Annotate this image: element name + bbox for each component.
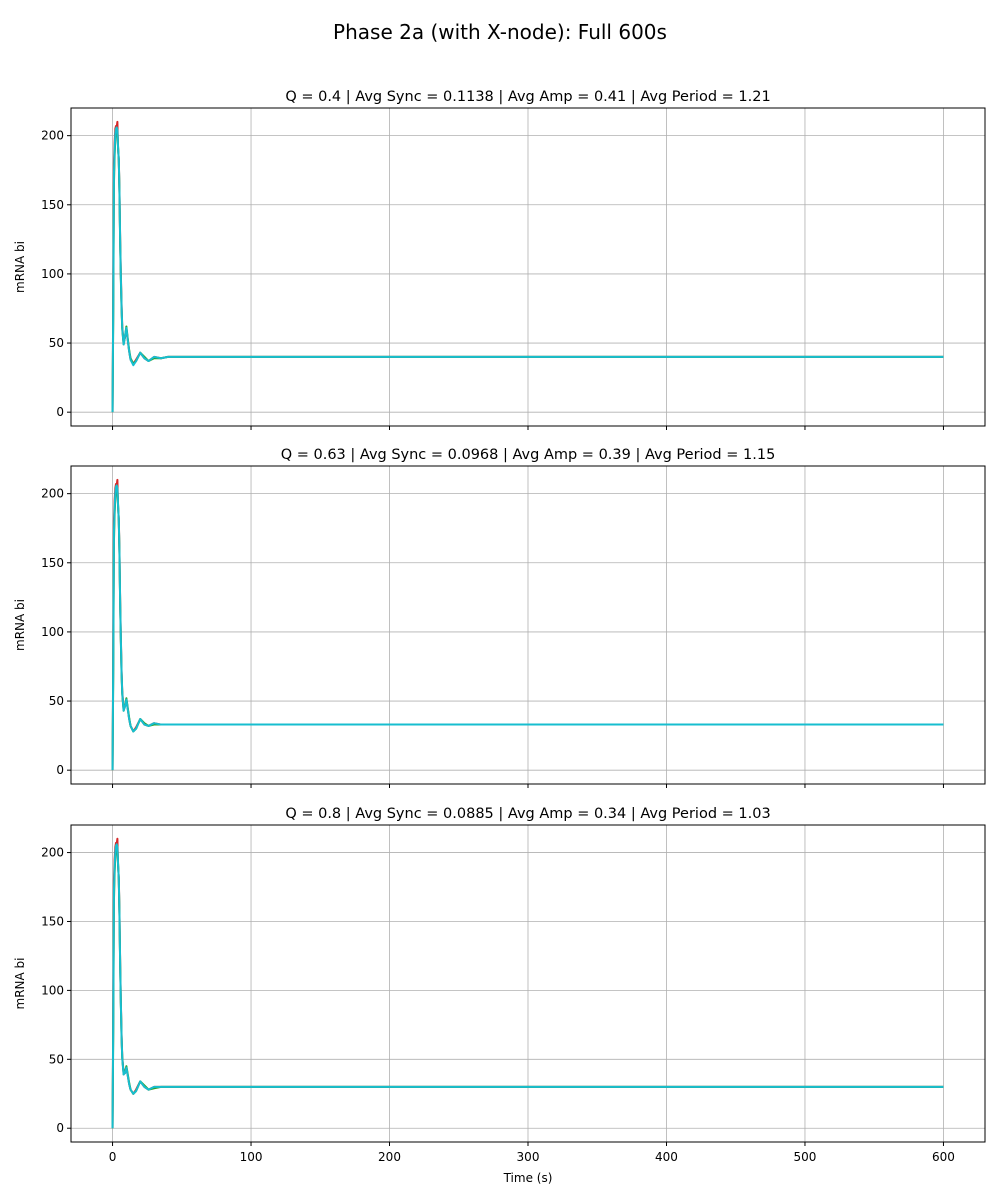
subplot-title: Q = 0.63 | Avg Sync = 0.0968 | Avg Amp =… xyxy=(281,447,776,463)
y-tick-label: 0 xyxy=(56,1121,64,1135)
y-tick-label: 150 xyxy=(41,914,64,928)
series-line-3 xyxy=(111,843,944,1129)
x-tick-label: 500 xyxy=(794,1150,817,1164)
subplot-3: Q = 0.8 | Avg Sync = 0.0885 | Avg Amp = … xyxy=(13,806,986,1185)
y-tick-label: 0 xyxy=(56,763,64,777)
x-axis-label: Time (s) xyxy=(503,1171,553,1185)
x-tick-label: 400 xyxy=(655,1150,678,1164)
y-tick-label: 200 xyxy=(41,846,64,860)
y-tick-label: 100 xyxy=(41,267,64,281)
y-tick-label: 150 xyxy=(41,556,64,570)
y-axis-label: mRNA bi xyxy=(13,599,27,651)
x-tick-label: 200 xyxy=(378,1150,401,1164)
series-line-3 xyxy=(111,126,944,413)
y-tick-label: 100 xyxy=(41,983,64,997)
y-tick-label: 100 xyxy=(41,625,64,639)
y-tick-label: 0 xyxy=(56,405,64,419)
subplot-title: Q = 0.4 | Avg Sync = 0.1138 | Avg Amp = … xyxy=(285,89,770,105)
series-line-3 xyxy=(111,484,944,771)
y-axis-label: mRNA bi xyxy=(13,958,27,1010)
y-tick-label: 200 xyxy=(41,129,64,143)
subplot-2: Q = 0.63 | Avg Sync = 0.0968 | Avg Amp =… xyxy=(13,447,986,788)
y-tick-label: 200 xyxy=(41,487,64,501)
x-tick-label: 300 xyxy=(517,1150,540,1164)
x-tick-label: 600 xyxy=(932,1150,955,1164)
y-tick-label: 50 xyxy=(49,694,64,708)
subplot-title: Q = 0.8 | Avg Sync = 0.0885 | Avg Amp = … xyxy=(285,806,770,822)
figure-title: Phase 2a (with X-node): Full 600s xyxy=(333,20,667,44)
y-axis-label: mRNA bi xyxy=(13,241,27,293)
y-tick-label: 50 xyxy=(49,1052,64,1066)
x-tick-label: 0 xyxy=(109,1150,117,1164)
subplot-1: Q = 0.4 | Avg Sync = 0.1138 | Avg Amp = … xyxy=(13,89,986,430)
y-tick-label: 150 xyxy=(41,198,64,212)
x-tick-label: 100 xyxy=(240,1150,263,1164)
y-tick-label: 50 xyxy=(49,336,64,350)
